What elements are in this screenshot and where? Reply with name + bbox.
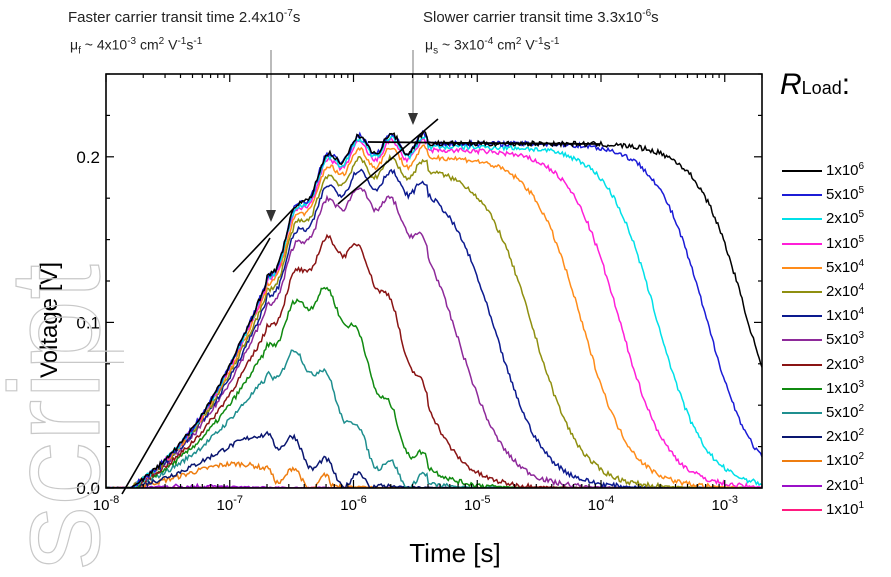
legend-exponent: 5 [858,209,865,221]
legend-title: RLoad: [780,68,851,101]
legend-item: 2x103 [782,355,864,375]
y-tick-label: 0.0 [76,479,100,498]
legend-label: 5x10 [826,258,859,276]
x-tick-label: 10-4 [588,494,614,514]
legend-item: 1x102 [782,451,864,471]
legend-swatch [782,412,822,415]
fast-transit-label: Faster carrier transit time 2.4x10-7s [68,8,301,26]
x-tick-label: 10-6 [340,494,366,514]
legend-label: 1x10 [826,452,859,470]
legend-item: 2x102 [782,427,864,447]
x-tick-label: 10-3 [712,494,738,514]
legend-exponent: 4 [858,282,865,293]
legend-exponent: 3 [858,354,865,366]
legend-item: 1x104 [782,306,864,326]
slow-transit-label: Slower carrier transit time 3.3x10-6s [423,8,659,26]
slow-arrow-head [408,113,418,125]
legend-swatch [782,387,822,390]
legend-exponent: 2 [858,427,865,439]
legend-exponent: 1 [858,499,865,511]
series-line-8 [106,233,762,488]
legend-item: 1x106 [782,161,864,181]
legend-label: 1x10 [826,500,859,518]
legend-exponent: 3 [858,378,865,390]
legend-item: 5x104 [782,258,864,278]
legend-item: 2x101 [782,476,864,496]
plot-border [105,73,763,489]
fast-arrow-head [266,210,276,222]
plot-frame [105,73,763,489]
legend-item: 5x105 [782,185,864,205]
legend-exponent: 4 [858,257,865,269]
tangent-fit-lines [121,118,601,495]
plateau-line [367,141,601,145]
legend-label: 1x10 [826,379,859,397]
slow-mobility-label: μs ~ 3x10-4 cm2 V-1s-1 [425,36,560,57]
legend-label: 5x10 [826,186,859,204]
legend-item: 2x105 [782,209,864,229]
series-line-5 [106,153,762,488]
legend-item: 5x103 [782,330,864,350]
legend-exponent: 3 [858,330,865,342]
legend-label: 2x10 [826,476,859,494]
legend-swatch [782,218,822,221]
legend-exponent: 1 [858,475,865,487]
legend-label: 2x10 [826,283,859,300]
legend-item: 1x105 [782,234,864,254]
legend-exponent: 5 [858,185,865,197]
legend-swatch [782,484,822,487]
fast-mobility-label: μf ~ 4x10-3 cm2 V-1s-1 [70,36,203,57]
legend-label: 5x10 [826,331,859,349]
x-tick-label: 10-7 [217,494,243,514]
legend-swatch [782,266,822,269]
legend-label: 2x10 [826,428,859,446]
legend-item: 2x104 [782,282,864,302]
legend-label: 1x10 [826,162,859,179]
legend-swatch [782,363,822,366]
legend-swatch [782,242,822,245]
legend-label: 1x10 [826,234,859,252]
legend-exponent: 2 [858,403,865,414]
legend-exponent: 6 [858,161,865,172]
series-line-3 [106,136,762,488]
x-axis-label: Time [s] [409,538,500,568]
y-tick-label: 0.2 [76,148,100,167]
series-line-7 [106,187,762,488]
legend-label: 5x10 [826,404,859,421]
legend-item: 5x102 [782,403,864,423]
legend-label: 2x10 [826,355,859,373]
fast-tangent-line [232,207,295,273]
legend-swatch [782,291,822,294]
slow-tangent-line [337,118,439,205]
rise-fit-line [121,237,271,495]
legend-swatch [782,315,822,318]
legend-swatch [782,508,822,511]
series-line-9 [106,286,762,488]
x-tick-label: 10-8 [93,494,119,514]
legend-label: 2x10 [826,210,859,228]
y-tick-label: 0.1 [76,313,100,332]
legend-exponent: 5 [858,233,865,245]
legend-label: 1x10 [826,307,859,325]
legend-exponent: 4 [858,306,865,318]
legend-swatch [782,339,822,342]
legend-item: 1x103 [782,379,864,399]
legend-swatch [782,194,822,197]
axis-ticks: 10-8 10-7 10-6 10-5 10-4 10-3 0.0 0.1 0.2 [76,73,763,514]
legend-item: 1x101 [782,500,864,520]
legend-swatch [782,170,822,173]
series-line-12 [106,460,762,488]
x-tick-label: 10-5 [464,494,490,514]
legend-swatch [782,436,822,439]
legend-exponent: 2 [858,451,865,463]
y-axis-label: Voltage [V] [36,262,63,378]
legend-swatch [782,460,822,463]
transit-arrows [266,50,418,222]
chart-series-group [106,129,762,488]
